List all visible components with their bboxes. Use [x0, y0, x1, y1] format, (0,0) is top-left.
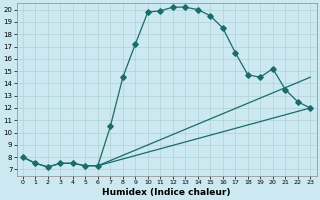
X-axis label: Humidex (Indice chaleur): Humidex (Indice chaleur): [102, 188, 231, 197]
